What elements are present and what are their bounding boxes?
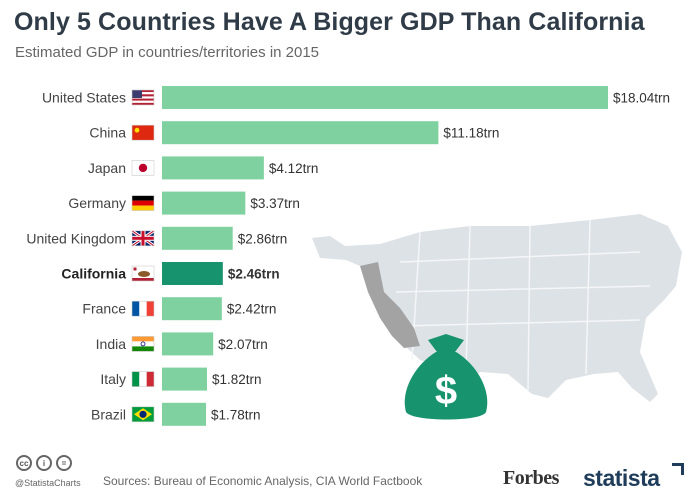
- us-map-state-lines: [395, 219, 651, 391]
- license-icons: cc i =: [16, 455, 72, 471]
- bar: [162, 297, 222, 321]
- value-label: $2.86trn: [238, 231, 288, 246]
- bar: [162, 367, 207, 391]
- bar: [162, 402, 207, 426]
- value-label: $2.42trn: [227, 302, 277, 317]
- china-flag-icon: [131, 124, 155, 141]
- bar-row: California $2.46trn: [61, 262, 280, 285]
- category-label: United Kingdom: [26, 230, 126, 246]
- source-note: Sources: Bureau of Economic Analysis, CI…: [103, 474, 423, 488]
- money-bag-body: [404, 352, 488, 420]
- category-label: California: [61, 266, 126, 282]
- money-bag-knot: [428, 334, 464, 352]
- value-label: $2.07trn: [218, 337, 268, 352]
- us-map-illustration: [312, 214, 682, 402]
- bar-row: United Kingdom $2.86trn: [26, 226, 288, 250]
- bars-group: United States $18.04trn China $11.18trn Japa…: [26, 86, 670, 426]
- bar-row: United States $18.04trn: [42, 86, 670, 109]
- statista-logo: statista: [583, 465, 660, 491]
- category-label: France: [82, 301, 126, 317]
- bar-row: India $2.07trn: [96, 332, 268, 356]
- attribution-icon: i: [36, 455, 52, 471]
- chart-subtitle: Estimated GDP in countries/territories i…: [15, 44, 320, 61]
- us-map-shape: [312, 214, 682, 402]
- france-flag-icon: [131, 300, 155, 317]
- bar-row: Brazil $1.78trn: [91, 402, 261, 426]
- no-derivatives-icon: =: [56, 455, 72, 471]
- bar: [162, 86, 608, 109]
- bar: [162, 121, 439, 145]
- statista-logo-mark: [672, 463, 684, 475]
- bar: [162, 332, 214, 356]
- category-label: Italy: [100, 371, 126, 387]
- bar-row: Italy $1.82trn: [100, 367, 262, 391]
- value-label: $4.12trn: [269, 161, 319, 176]
- bar: [162, 156, 264, 180]
- category-label: India: [96, 336, 127, 352]
- forbes-logo: Forbes: [503, 467, 559, 489]
- bar: [162, 262, 223, 285]
- california-flag-icon: [131, 265, 155, 282]
- brazil-flag-icon: [131, 406, 155, 423]
- bar-row: France $2.42trn: [82, 297, 277, 321]
- creative-commons-icon: cc: [16, 455, 32, 471]
- bar: [162, 226, 233, 250]
- value-label: $1.78trn: [211, 407, 261, 422]
- germany-flag-icon: [131, 195, 155, 211]
- japan-flag-icon: [131, 160, 155, 176]
- value-label: $2.46trn: [228, 267, 280, 282]
- california-shape: [360, 262, 420, 348]
- category-label: United States: [42, 90, 126, 106]
- bar-row: Germany $3.37trn: [68, 191, 300, 215]
- bar-row: China $11.18trn: [89, 121, 499, 145]
- value-label: $18.04trn: [613, 91, 670, 106]
- category-label: Germany: [68, 195, 126, 211]
- statista-handle: @StatistaCharts: [15, 478, 81, 488]
- chart-title: Only 5 Countries Have A Bigger GDP Than …: [14, 8, 645, 36]
- bar: [162, 191, 246, 215]
- value-label: $1.82trn: [212, 372, 262, 387]
- italy-flag-icon: [131, 371, 155, 387]
- category-label: Brazil: [91, 406, 126, 422]
- value-label: $3.37trn: [250, 196, 300, 211]
- bar-row: Japan $4.12trn: [88, 156, 319, 180]
- value-label: $11.18trn: [443, 126, 499, 141]
- uk-flag-icon: [131, 229, 155, 248]
- india-flag-icon: [131, 336, 155, 352]
- money-bag-icon: $: [404, 334, 488, 420]
- dollar-sign: $: [435, 369, 457, 413]
- category-label: Japan: [88, 160, 126, 176]
- category-label: China: [89, 125, 126, 141]
- us-flag-icon: [131, 89, 155, 106]
